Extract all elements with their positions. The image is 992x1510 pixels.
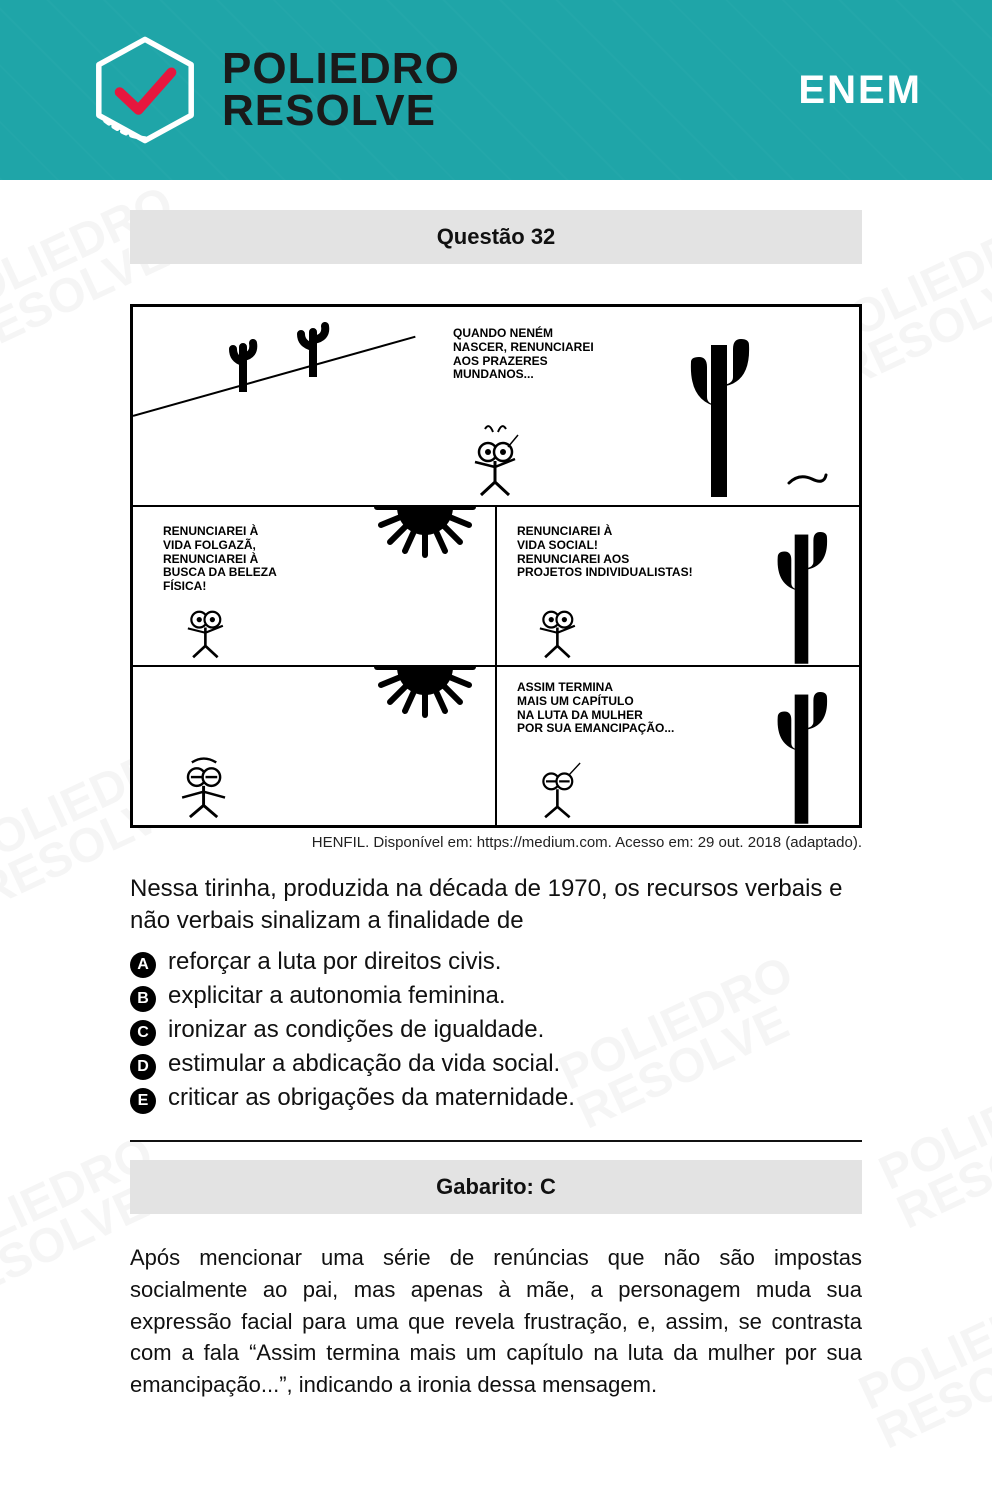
- option-letter: B: [130, 986, 156, 1012]
- comic-panel-1: QUANDO NENÉM NASCER, RENUNCIAREI AOS PRA…: [132, 306, 860, 506]
- comic-panel-2: RENUNCIAREI À VIDA FOLGAZÃ, RENUNCIAREI …: [132, 506, 496, 666]
- option-A: Areforçar a luta por direitos civis.: [130, 948, 862, 978]
- question-title: Questão 32: [130, 210, 862, 264]
- panel1-speech: QUANDO NENÉM NASCER, RENUNCIAREI AOS PRA…: [453, 327, 594, 382]
- options-list: Areforçar a luta por direitos civis. Bex…: [130, 948, 862, 1114]
- option-letter: D: [130, 1054, 156, 1080]
- hexagon-check-logo: [90, 35, 200, 145]
- panel2-speech: RENUNCIAREI À VIDA FOLGAZÃ, RENUNCIAREI …: [163, 525, 277, 594]
- option-C: Cironizar as condições de igualdade.: [130, 1016, 862, 1046]
- option-letter: A: [130, 952, 156, 978]
- content-area: Questão 32 QUANDO NENÉM NASCER, RENUNCIA…: [0, 180, 992, 1461]
- comic-panel-3: RENUNCIAREI À VIDA SOCIAL! RENUNCIAREI A…: [496, 506, 860, 666]
- option-text: ironizar as condições de igualdade.: [168, 1016, 544, 1044]
- option-text: criticar as obrigações da maternidade.: [168, 1084, 575, 1112]
- brand-text: POLIEDRO RESOLVE: [222, 48, 460, 132]
- panel5-speech: ASSIM TERMINA MAIS UM CAPÍTULO NA LUTA D…: [517, 681, 674, 736]
- page-header: POLIEDRO RESOLVE ENEM: [0, 0, 992, 180]
- option-letter: E: [130, 1088, 156, 1114]
- option-text: reforçar a luta por direitos civis.: [168, 948, 501, 976]
- option-text: estimular a abdicação da vida social.: [168, 1050, 560, 1078]
- comic-panel-5: ASSIM TERMINA MAIS UM CAPÍTULO NA LUTA D…: [496, 666, 860, 826]
- option-letter: C: [130, 1020, 156, 1046]
- divider: [130, 1140, 862, 1142]
- comic-panel-4: [132, 666, 496, 826]
- comic-caption: HENFIL. Disponível em: https://medium.co…: [130, 834, 862, 851]
- option-E: Ecriticar as obrigações da maternidade.: [130, 1084, 862, 1114]
- brand-logo-group: POLIEDRO RESOLVE: [90, 35, 460, 145]
- brand-line2: RESOLVE: [222, 90, 460, 132]
- brand-line1: POLIEDRO: [222, 48, 460, 90]
- comic-strip: QUANDO NENÉM NASCER, RENUNCIAREI AOS PRA…: [130, 304, 862, 851]
- answer-title: Gabarito: C: [130, 1160, 862, 1214]
- question-stem: Nessa tirinha, produzida na década de 19…: [130, 873, 862, 938]
- option-text: explicitar a autonomia feminina.: [168, 982, 506, 1010]
- option-D: Destimular a abdicação da vida social.: [130, 1050, 862, 1080]
- panel3-speech: RENUNCIAREI À VIDA SOCIAL! RENUNCIAREI A…: [517, 525, 693, 580]
- option-B: Bexplicitar a autonomia feminina.: [130, 982, 862, 1012]
- exam-label: ENEM: [798, 68, 922, 113]
- answer-explanation: Após mencionar uma série de renúncias qu…: [130, 1242, 862, 1401]
